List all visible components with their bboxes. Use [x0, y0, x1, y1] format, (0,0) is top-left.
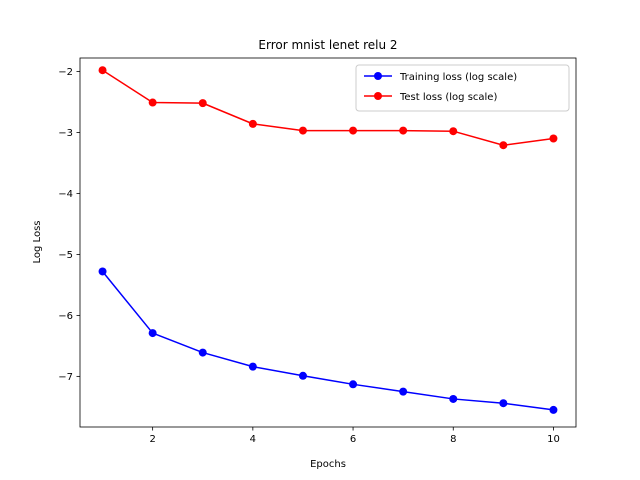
legend-marker-1: [374, 92, 382, 100]
series-0-point: [98, 267, 107, 276]
chart-title: Error mnist lenet relu 2: [258, 38, 397, 52]
series-0-point: [449, 394, 458, 403]
series-1-point: [198, 99, 207, 108]
series-line-0: [101, 270, 554, 411]
series-1-point: [399, 126, 408, 135]
x-tick-label: 6: [350, 434, 356, 445]
y-tick-label: −3: [58, 128, 73, 139]
y-tick-label: −5: [58, 250, 73, 261]
legend-label-1: Test loss (log scale): [399, 92, 497, 103]
plot-area: [98, 66, 558, 414]
y-tick-label: −4: [58, 189, 73, 200]
legend-label-0: Training loss (log scale): [399, 72, 517, 83]
series-1-point: [499, 141, 508, 150]
x-axis-label: Epochs: [310, 459, 346, 470]
series-0-point: [198, 348, 207, 357]
series-1-point: [298, 126, 307, 135]
series-line-1: [102, 69, 554, 146]
axes-frame: [79, 57, 577, 428]
x-tick-label: 2: [149, 434, 155, 445]
series-1-point: [449, 127, 458, 136]
axes: 2 4 6 8 10 −2 −3 −4 −5 −6 −7: [58, 57, 577, 445]
series-0-point: [399, 387, 408, 396]
y-tick-label: −7: [58, 372, 73, 383]
series-0-point: [298, 371, 307, 380]
y-axis-label: Log Loss: [32, 221, 43, 264]
y-tick-label: −2: [58, 67, 73, 78]
legend-box: [355, 64, 570, 112]
y-tick-label: −6: [58, 311, 73, 322]
series-1-point: [148, 98, 157, 107]
legend-marker-0: [374, 72, 382, 80]
series-0-point: [349, 380, 358, 389]
x-tick-label: 4: [250, 434, 256, 445]
series-1-point: [248, 119, 257, 128]
series-0-point: [248, 362, 257, 371]
legend: Training loss (log scale) Test loss (log …: [355, 64, 570, 112]
series-0-point: [499, 399, 508, 408]
x-tick-label: 10: [547, 434, 560, 445]
series-1-point: [349, 126, 358, 135]
series-0-point: [549, 405, 558, 414]
series-0-point: [148, 329, 157, 338]
series-1-point: [98, 66, 107, 75]
series-1-point: [549, 134, 558, 143]
x-tick-label: 8: [450, 434, 456, 445]
